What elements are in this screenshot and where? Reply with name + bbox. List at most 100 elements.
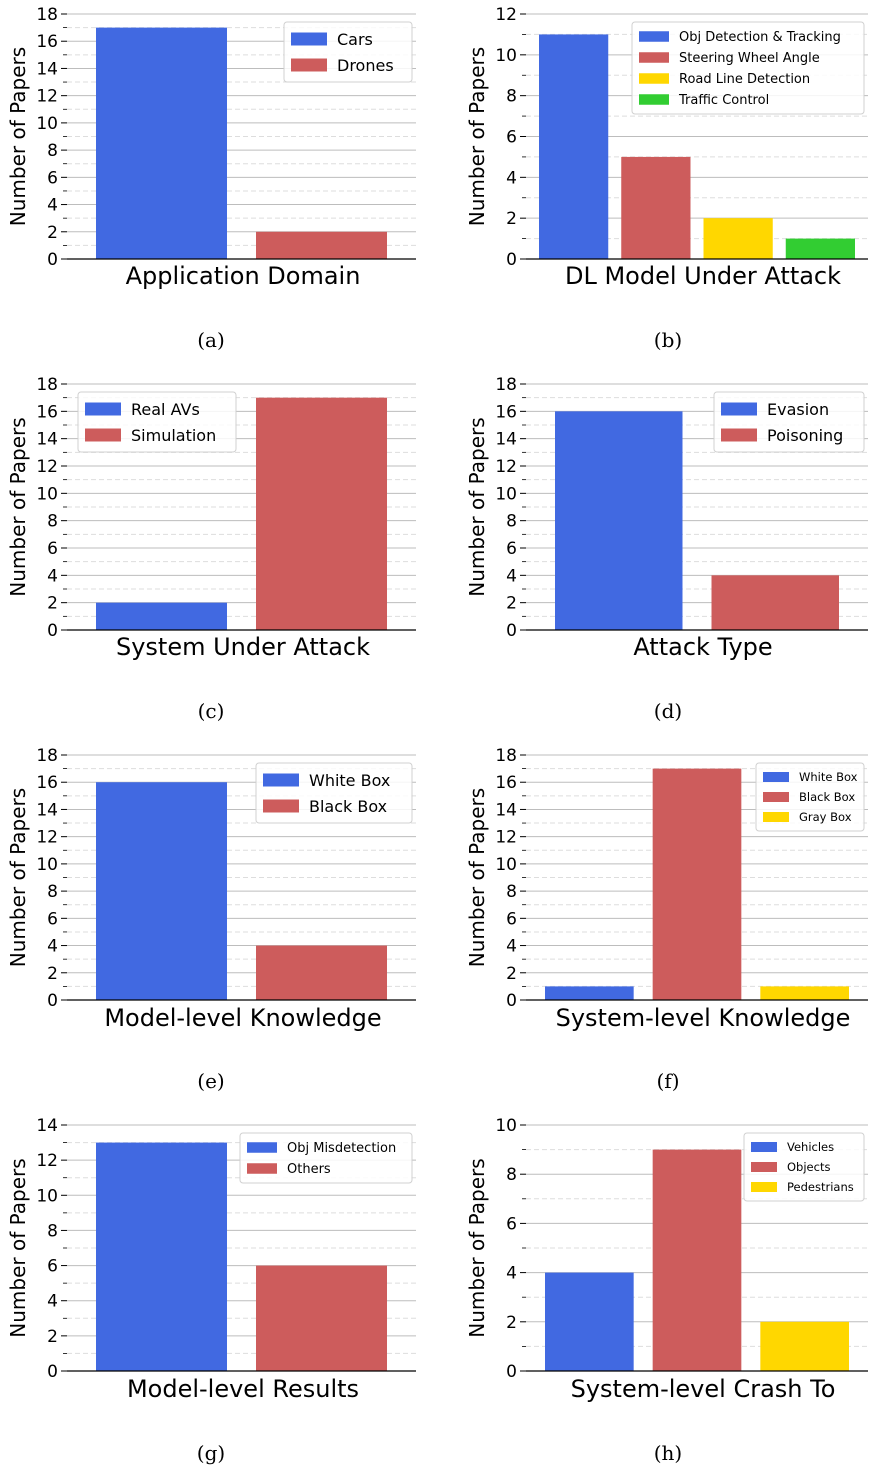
y-axis-label: Number of Papers: [465, 1158, 489, 1337]
chart-panel-g: 0 2 4 6 8 10 12 14 Number of Papers Model-level R…: [6, 1116, 416, 1465]
y-axis-label: Number of Papers: [465, 788, 489, 967]
y-tick-label: 18: [495, 375, 517, 395]
panel-caption: (a): [197, 328, 225, 352]
legend-label: White Box: [799, 770, 858, 784]
y-tick-label: 8: [47, 141, 58, 161]
panel-caption: (g): [197, 1441, 225, 1465]
legend-label: Evasion: [767, 400, 829, 419]
x-axis-label: System-level Knowledge: [556, 1004, 851, 1032]
legend-swatch: [263, 799, 299, 813]
legend-swatch: [763, 792, 789, 802]
y-tick-label: 6: [506, 909, 517, 929]
panel-caption: (b): [654, 328, 682, 352]
y-tick-label: 10: [36, 484, 58, 504]
panel-caption: (c): [198, 699, 225, 723]
bar-gray-box: [760, 986, 849, 1000]
y-tick-label: 8: [506, 512, 517, 532]
legend-label: Traffic Control: [678, 93, 769, 108]
y-tick-label: 8: [47, 1221, 58, 1241]
bar-steering-wheel-angle: [621, 156, 691, 259]
y-tick-label: 14: [36, 1116, 58, 1136]
bar-poisoning: [711, 575, 839, 630]
y-axis-label: Number of Papers: [6, 47, 30, 226]
legend: Real AVs Simulation: [77, 391, 237, 453]
legend-swatch: [639, 94, 669, 105]
y-tick-label: 0: [506, 1362, 517, 1382]
y-tick-label: 2: [47, 1327, 58, 1347]
legend-label: Real AVs: [131, 400, 200, 419]
chart-panel-e: 0 2 4 6 8 10 12 14 16 18 Number of Papers Model-lev…: [6, 746, 416, 1093]
bar-pedestrians: [760, 1321, 849, 1371]
y-tick-label: 6: [47, 168, 58, 188]
y-tick-label: 4: [47, 196, 58, 216]
y-tick-label: 2: [506, 964, 517, 984]
y-tick-label: 16: [36, 32, 58, 52]
legend-swatch: [291, 32, 327, 46]
y-tick-label: 0: [47, 991, 58, 1011]
legend: Evasion Poisoning: [713, 391, 865, 453]
bar-cars: [96, 27, 227, 259]
y-tick-label: 2: [506, 1313, 517, 1333]
legend-label: Gray Box: [799, 810, 852, 824]
y-tick-label: 6: [47, 909, 58, 929]
legend-swatch: [639, 52, 669, 63]
bar-drones: [256, 231, 387, 259]
y-tick-label: 6: [47, 539, 58, 559]
legend: White Box Black Box Gray Box: [755, 762, 865, 832]
legend-box: [631, 21, 865, 115]
legend-swatch: [721, 428, 757, 442]
legend-label: Vehicles: [787, 1140, 834, 1154]
y-tick-label: 4: [47, 937, 58, 957]
y-tick-label: 14: [36, 800, 58, 820]
y-tick-label: 0: [47, 1362, 58, 1382]
y-tick-label: 0: [506, 621, 517, 641]
panel-caption: (e): [197, 1069, 224, 1093]
legend-swatch: [247, 1163, 277, 1174]
legend: White Box Black Box: [255, 762, 413, 824]
legend-label: Black Box: [309, 797, 387, 816]
y-tick-label: 16: [495, 402, 517, 422]
bar-white-box: [96, 782, 227, 1000]
y-tick-label: 6: [506, 539, 517, 559]
bar-objects: [652, 1149, 742, 1371]
y-tick-label: 8: [47, 882, 58, 902]
bar-simulation: [256, 397, 387, 630]
legend: Cars Drones: [283, 21, 413, 83]
y-tick-label: 14: [36, 430, 58, 450]
y-tick-label: 18: [36, 5, 58, 25]
chart-panel-h: 0 2 4 6 8 10 Number of Papers System-level Cras…: [465, 1116, 868, 1465]
bar-road-line-detection: [703, 218, 773, 259]
y-tick-label: 10: [495, 484, 517, 504]
bar-evasion: [555, 411, 683, 630]
y-tick-label: 6: [506, 128, 517, 148]
y-tick-label: 0: [506, 250, 517, 270]
y-tick-label: 8: [506, 87, 517, 107]
y-axis-label: Number of Papers: [465, 47, 489, 226]
y-tick-label: 16: [36, 773, 58, 793]
y-tick-label: 18: [36, 375, 58, 395]
y-tick-label: 2: [47, 594, 58, 614]
y-tick-label: 12: [495, 828, 517, 848]
y-tick-label: 6: [47, 1257, 58, 1277]
legend-swatch: [85, 402, 121, 416]
legend-label: Drones: [337, 56, 394, 75]
y-tick-label: 16: [36, 402, 58, 422]
legend-swatch: [763, 812, 789, 822]
bar-black-box: [652, 768, 742, 1000]
y-tick-label: 12: [36, 1151, 58, 1171]
y-tick-label: 0: [506, 991, 517, 1011]
y-tick-label: 14: [495, 800, 517, 820]
x-axis-label: System-level Crash To: [571, 1375, 836, 1403]
chart-panel-d: 0 2 4 6 8 10 12 14 16 18 Number of Papers Attack Ty…: [465, 375, 868, 723]
legend-label: Simulation: [131, 426, 216, 445]
legend-swatch: [751, 1182, 777, 1192]
legend-swatch: [247, 1142, 277, 1153]
chart-panel-f: 0 2 4 6 8 10 12 14 16 18 Number of Papers System-le…: [465, 746, 868, 1093]
bar-white-box: [545, 986, 634, 1000]
legend-label: Cars: [337, 30, 373, 49]
y-tick-label: 12: [495, 5, 517, 25]
bar-vehicles: [545, 1272, 634, 1371]
y-axis-label: Number of Papers: [6, 417, 30, 596]
legend: Obj Misdetection Others: [239, 1132, 413, 1184]
